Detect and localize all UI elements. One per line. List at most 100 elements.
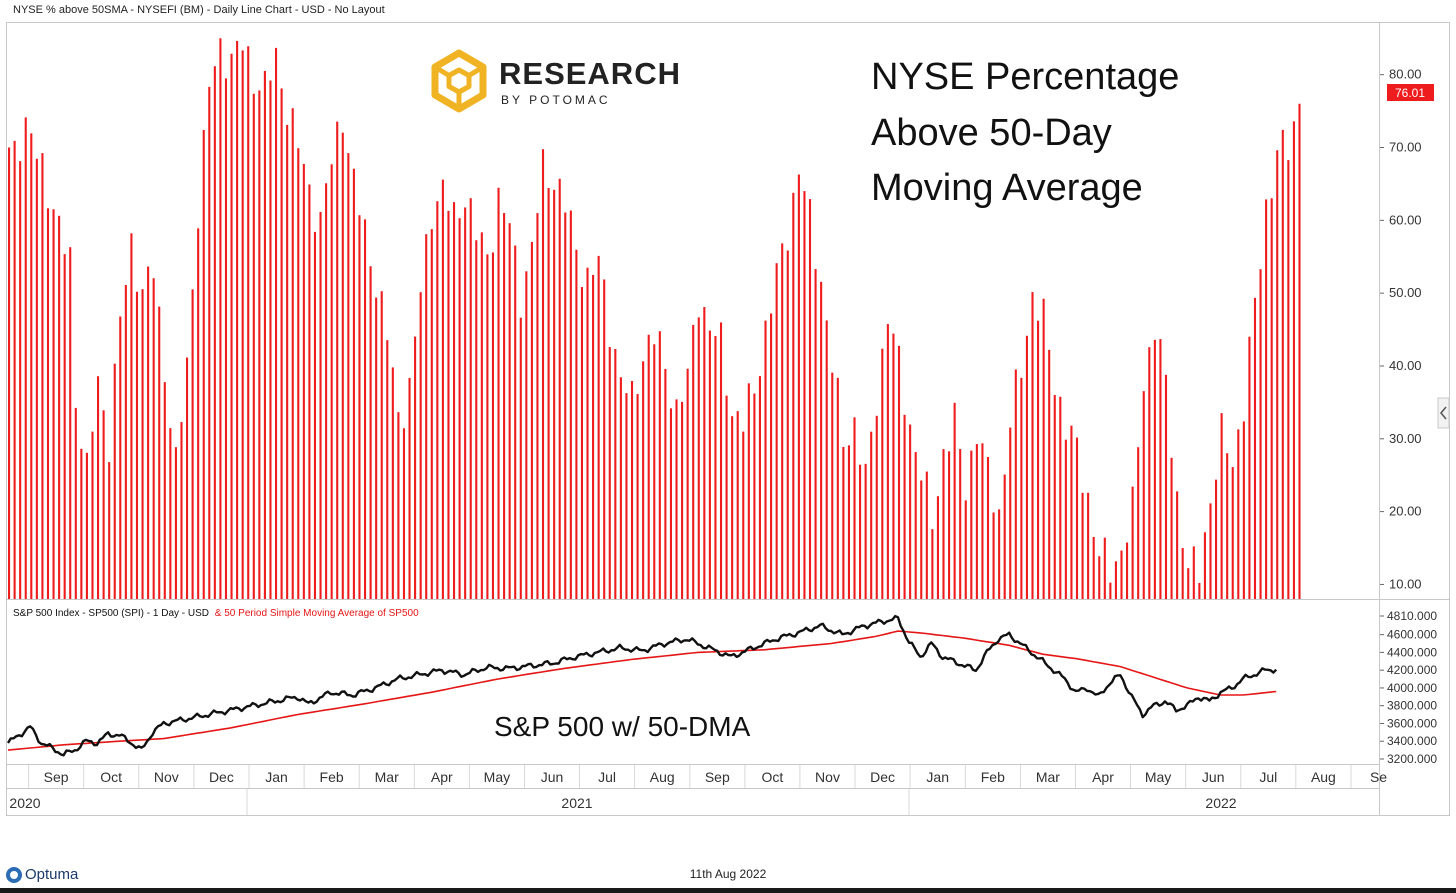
nyse-bar: [936, 496, 939, 599]
nyse-bar: [1298, 103, 1301, 599]
x-month-label: Apr: [431, 769, 453, 785]
nyse-bar: [1164, 374, 1168, 599]
nyse-bar: [586, 267, 589, 599]
nyse-bar: [441, 179, 444, 599]
nyse-bar: [1042, 298, 1045, 599]
nyse-bar: [681, 401, 684, 599]
x-month-label: Se: [1370, 769, 1387, 785]
nyse-bar: [85, 452, 88, 599]
nyse-bar: [430, 229, 433, 599]
nyse-bar: [1114, 561, 1117, 599]
nyse-bar: [653, 344, 656, 599]
nyse-bar: [1092, 536, 1095, 599]
nyse-bar: [1081, 492, 1084, 599]
nyse-bar: [263, 70, 266, 599]
nyse-bar: [831, 372, 834, 599]
nyse-bar: [853, 417, 856, 599]
nyse-bar: [491, 252, 495, 599]
nyse-bar: [1242, 421, 1245, 599]
lower-panel-title: S&P 500 Index - SP500 (SPI) - 1 Day - US…: [13, 608, 209, 619]
main-title-line-1: NYSE Percentage: [871, 56, 1179, 98]
nyse-bar: [959, 449, 962, 599]
nyse-bar: [541, 149, 545, 599]
nyse-bar: [892, 333, 895, 599]
nyse-bar: [1220, 413, 1223, 599]
x-month-label: Sep: [44, 769, 69, 785]
nyse-bar: [352, 168, 355, 599]
nyse-bar: [80, 448, 83, 599]
nyse-bar: [313, 231, 317, 599]
x-year-label: 2020: [9, 795, 40, 811]
sma-50-line: [7, 630, 1277, 751]
nyse-bar: [302, 164, 305, 599]
upper-y-tick-label: 10.00: [1389, 576, 1422, 591]
upper-y-tick-label: 50.00: [1389, 285, 1422, 300]
nyse-bar: [592, 274, 595, 599]
lower-y-tick-label: 4400.000: [1387, 645, 1437, 659]
nyse-bar: [124, 285, 127, 599]
nyse-bar: [697, 317, 700, 599]
main-title-annotation: NYSE Percentage Above 50-Day Moving Aver…: [871, 56, 1190, 209]
nyse-bar: [797, 174, 800, 600]
nyse-bar: [52, 209, 55, 599]
upper-y-tick-label: 80.00: [1389, 67, 1422, 82]
nyse-bar: [636, 394, 639, 599]
upper-y-axis: 80.00 70.00 60.00 50.00 40.00 30.00 20.00 10.00: [1379, 67, 1422, 591]
nyse-bar: [731, 416, 734, 599]
nyse-bar: [19, 161, 22, 599]
nyse-bar: [658, 331, 661, 599]
nyse-bar: [597, 255, 600, 599]
nyse-bar: [425, 234, 428, 599]
nyse-bar: [63, 254, 66, 599]
nyse-bar: [363, 219, 367, 600]
nyse-bar: [603, 279, 606, 599]
chart-canvas[interactable]: 80.00 70.00 60.00 50.00 40.00 30.00 20.00 10.00…: [0, 23, 1450, 815]
nyse-bar: [1198, 582, 1201, 599]
nyse-bar: [764, 320, 767, 599]
nyse-bar: [820, 281, 823, 599]
nyse-bar: [319, 211, 322, 599]
nyse-bar: [575, 249, 578, 600]
sp500-line: [6, 614, 1278, 757]
nyse-bar: [1292, 121, 1295, 599]
nyse-bar: [46, 208, 50, 599]
upper-y-tick-label: 20.00: [1389, 504, 1422, 519]
lower-y-tick-label: 4200.000: [1387, 663, 1437, 677]
nyse-bar: [102, 410, 105, 599]
x-month-label: Oct: [100, 769, 122, 785]
nyse-bar: [213, 66, 216, 599]
nyse-bar: [508, 223, 511, 599]
nyse-bar: [1025, 335, 1028, 599]
nyse-bar: [825, 320, 828, 599]
nyse-bar: [97, 376, 100, 599]
nyse-bar: [920, 480, 923, 599]
x-month-label: Apr: [1092, 769, 1114, 785]
nyse-bar: [1226, 453, 1229, 599]
nyse-bar: [909, 424, 912, 599]
nyse-bar: [41, 153, 44, 599]
nyse-bar: [1048, 349, 1051, 599]
nyse-bar: [775, 263, 778, 599]
nyse-bar: [8, 147, 11, 599]
nyse-bar: [553, 189, 556, 599]
x-year-label: 2021: [561, 795, 592, 811]
x-month-label: Jul: [598, 769, 616, 785]
nyse-bar: [975, 444, 978, 599]
nyse-bar: [208, 86, 211, 600]
logo-text-by-potomac: BY POTOMAC: [501, 93, 611, 107]
nyse-bar: [408, 377, 411, 599]
nyse-bar: [1159, 339, 1162, 599]
x-month-label: Mar: [1036, 769, 1060, 785]
nyse-bar: [1192, 546, 1195, 599]
nyse-bar: [330, 164, 333, 600]
nyse-bar: [258, 90, 261, 600]
nyse-bar: [1120, 550, 1123, 599]
nyse-bar: [336, 121, 339, 600]
nyse-bar: [519, 317, 522, 599]
nyse-bar: [414, 336, 417, 599]
last-value-text: 76.01: [1395, 86, 1425, 100]
nyse-bar: [13, 140, 16, 599]
panel-collapse-handle[interactable]: [1437, 397, 1450, 429]
nyse-bar: [458, 218, 461, 599]
x-month-label: Jun: [1202, 769, 1225, 785]
